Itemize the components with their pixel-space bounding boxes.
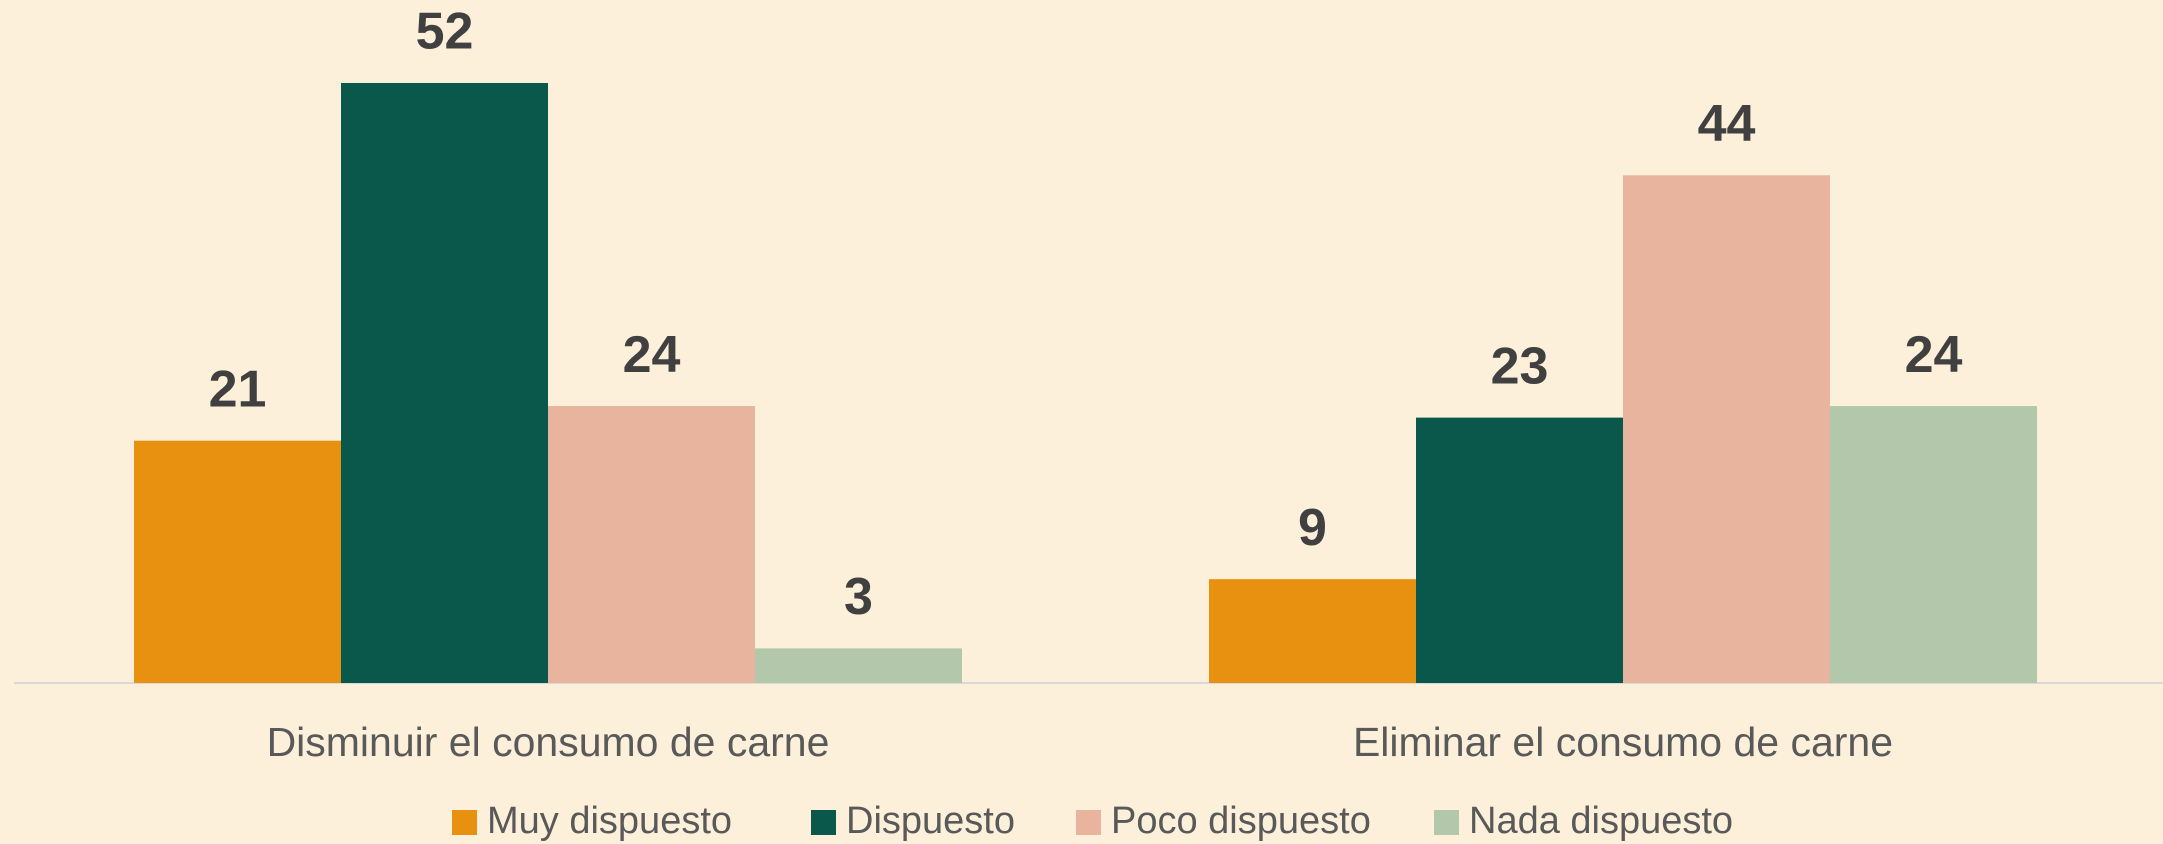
legend-label: Poco dispuesto	[1111, 800, 1371, 842]
legend-label: Dispuesto	[846, 800, 1015, 842]
data-label: 24	[623, 326, 681, 384]
legend-swatch	[811, 810, 836, 835]
legend-swatch	[1076, 810, 1101, 835]
data-label: 24	[1905, 326, 1963, 384]
bar	[548, 406, 755, 683]
bar	[1623, 175, 1830, 684]
legend-swatch	[1434, 810, 1459, 835]
x-tick-label: Eliminar el consumo de carne	[1353, 719, 1893, 765]
data-label: 21	[209, 360, 267, 418]
bar	[1416, 417, 1623, 683]
data-label: 52	[416, 3, 474, 61]
legend-swatch	[452, 810, 477, 835]
bar	[755, 648, 962, 683]
legend-label: Muy dispuesto	[487, 800, 732, 842]
data-label: 23	[1491, 337, 1549, 395]
data-label: 3	[844, 568, 873, 626]
x-tick-label: Disminuir el consumo de carne	[267, 719, 830, 765]
data-label: 9	[1298, 499, 1327, 557]
bar	[134, 440, 341, 683]
data-label: 44	[1698, 95, 1756, 153]
legend-label: Nada dispuesto	[1469, 800, 1733, 842]
bar	[341, 83, 548, 683]
bar	[1830, 406, 2037, 683]
bar	[1209, 579, 1416, 683]
